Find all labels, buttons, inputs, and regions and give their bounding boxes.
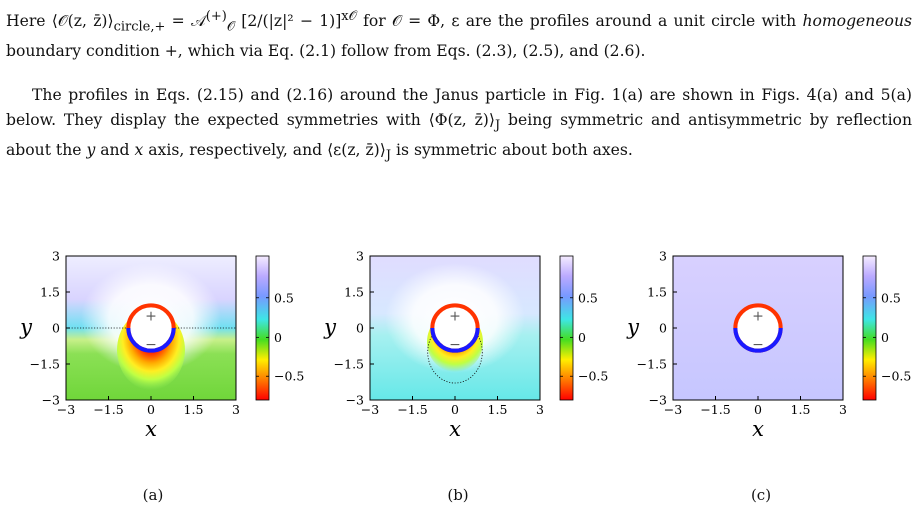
- y-tick-label: 3: [52, 249, 60, 264]
- colorbar: [559, 255, 574, 401]
- x-tick-label: 0: [147, 402, 155, 417]
- colorbar: [862, 255, 877, 401]
- colorbar-tick-label: 0.5: [578, 290, 598, 305]
- p1-sup: (+): [205, 9, 227, 24]
- colorbar-tick-label: 0: [881, 330, 889, 345]
- particle-interior: [432, 305, 478, 351]
- p2-c: and: [95, 141, 135, 160]
- x-axis-label: x: [449, 417, 461, 441]
- p1-exp: x𝒪: [341, 9, 357, 24]
- minus-sign: −: [449, 337, 461, 353]
- minus-sign: −: [145, 337, 157, 353]
- y-tick-label: −3: [649, 393, 667, 408]
- y-tick-label: −3: [346, 393, 364, 408]
- y-tick-label: −3: [42, 393, 60, 408]
- plus-sign: +: [145, 309, 157, 325]
- p1-rest1: for 𝒪 = Φ, ε are the profiles around a u…: [356, 12, 803, 31]
- colorbar-tick-label: 0: [274, 330, 282, 345]
- x-tick-label: −1.5: [700, 402, 730, 417]
- p2-b: being symmetric and antisymmetric by ref…: [6, 111, 912, 160]
- zero-contour: [427, 320, 483, 384]
- y-tick-label: 0: [52, 321, 60, 336]
- caption-b: (b): [447, 486, 469, 504]
- colorbar-tick-label: 0.5: [274, 290, 294, 305]
- figure-c: + − −3 −1.5 0 1.5 3 3 1.5 0 −1.5 −3 x y 0.5 0 −0.5: [617, 248, 920, 518]
- y-axis-label: y: [323, 315, 337, 339]
- p1-homogeneous: homogeneous: [802, 12, 912, 31]
- x-tick-label: −3: [361, 402, 379, 417]
- x-tick-label: 0: [754, 402, 762, 417]
- minus-sign: −: [752, 337, 764, 353]
- colorbar-tick-label: 0: [578, 330, 586, 345]
- colorbar-tick-label: −0.5: [881, 369, 911, 384]
- p1-rest2: boundary condition +, which via Eq. (2.1…: [6, 42, 646, 61]
- p1-sub2: 𝒪: [226, 19, 236, 35]
- paragraph-2: The profiles in Eqs. (2.15) and (2.16) a…: [6, 83, 912, 168]
- p2-y: y: [86, 141, 96, 160]
- x-axis-label: x: [145, 417, 157, 441]
- x-tick-label: −3: [57, 402, 75, 417]
- x-tick-label: 3: [839, 402, 847, 417]
- x-tick-label: 3: [232, 402, 240, 417]
- y-tick-label: −1.5: [30, 357, 60, 372]
- p1-bracket: [2/(|z|² − 1)]: [235, 12, 342, 31]
- y-tick-label: 1.5: [40, 285, 60, 300]
- colorbar-tick-label: −0.5: [274, 369, 304, 384]
- x-tick-label: 0: [451, 402, 459, 417]
- y-axis-label: y: [626, 315, 640, 339]
- y-axis-label: y: [19, 315, 33, 339]
- x-axis-label: x: [752, 417, 764, 441]
- y-tick-label: 3: [659, 249, 667, 264]
- colorbar-tick-label: 0.5: [881, 290, 901, 305]
- colorbar: [255, 255, 270, 401]
- x-tick-label: −1.5: [397, 402, 427, 417]
- heatmap-chart: + − −3 −1.5 0 1.5 3 3 1.5 0 −1.5 −3 x y 0.5 0 −0.5: [323, 249, 608, 442]
- figure-b: + − −3 −1.5 0 1.5 3 3 1.5 0 −1.5 −3 x y 0.5 0 −0.5: [314, 248, 620, 518]
- p2-a: The profiles in Eqs. (2.15) and (2.16) a…: [6, 86, 912, 129]
- plus-sign: +: [449, 309, 461, 325]
- colorbar-tick-label: −0.5: [578, 369, 608, 384]
- paragraph-1: Here ⟨𝒪(z, z̄)⟩circle,+ = 𝒜(+)𝒪 [2/(|z|²…: [6, 4, 912, 64]
- x-tick-label: 1.5: [184, 402, 204, 417]
- p2-x: x: [134, 141, 144, 160]
- x-tick-label: −3: [664, 402, 682, 417]
- heatmap-chart: + − −3 −1.5 0 1.5 3 3 1.5 0 −1.5 −3 x y 0.5 0 −0.5: [626, 249, 911, 442]
- x-tick-label: −1.5: [93, 402, 123, 417]
- p2-e: is symmetric about both axes.: [391, 141, 633, 160]
- p1-sub: circle,+: [113, 19, 166, 35]
- y-tick-label: 0: [659, 321, 667, 336]
- x-tick-label: 3: [536, 402, 544, 417]
- heatmap-chart: + − −3 −1.5 0 1.5 3 3 1.5 0 −1.5 −3 x y 0.5 0 −0.5: [19, 249, 304, 442]
- particle-interior: [735, 305, 781, 351]
- caption-c: (c): [750, 486, 772, 504]
- caption-a: (a): [142, 486, 164, 504]
- p1-eq: = 𝒜: [165, 12, 206, 31]
- y-tick-label: 1.5: [344, 285, 364, 300]
- figure-a: + − −3 −1.5 0 1.5 3 3 1.5 0 −1.5 −3 x y 0.5 0 −0.5: [10, 248, 316, 518]
- p1-prefix: Here ⟨𝒪(z, z̄)⟩: [6, 12, 114, 31]
- y-tick-label: 1.5: [647, 285, 667, 300]
- x-tick-label: 1.5: [488, 402, 508, 417]
- p2-d: axis, respectively, and ⟨ε(z, z̄)⟩: [143, 141, 386, 160]
- p2-sub2: J: [385, 148, 392, 164]
- x-tick-label: 1.5: [791, 402, 811, 417]
- plus-sign: +: [752, 309, 764, 325]
- p2-sub1: J: [494, 118, 501, 134]
- particle-minus-arc: [430, 327, 480, 353]
- particle-interior: [128, 305, 174, 351]
- particle-minus-arc: [126, 327, 176, 353]
- y-tick-label: 3: [356, 249, 364, 264]
- y-tick-label: −1.5: [637, 357, 667, 372]
- y-tick-label: 0: [356, 321, 364, 336]
- y-tick-label: −1.5: [334, 357, 364, 372]
- particle-minus-arc: [733, 327, 783, 353]
